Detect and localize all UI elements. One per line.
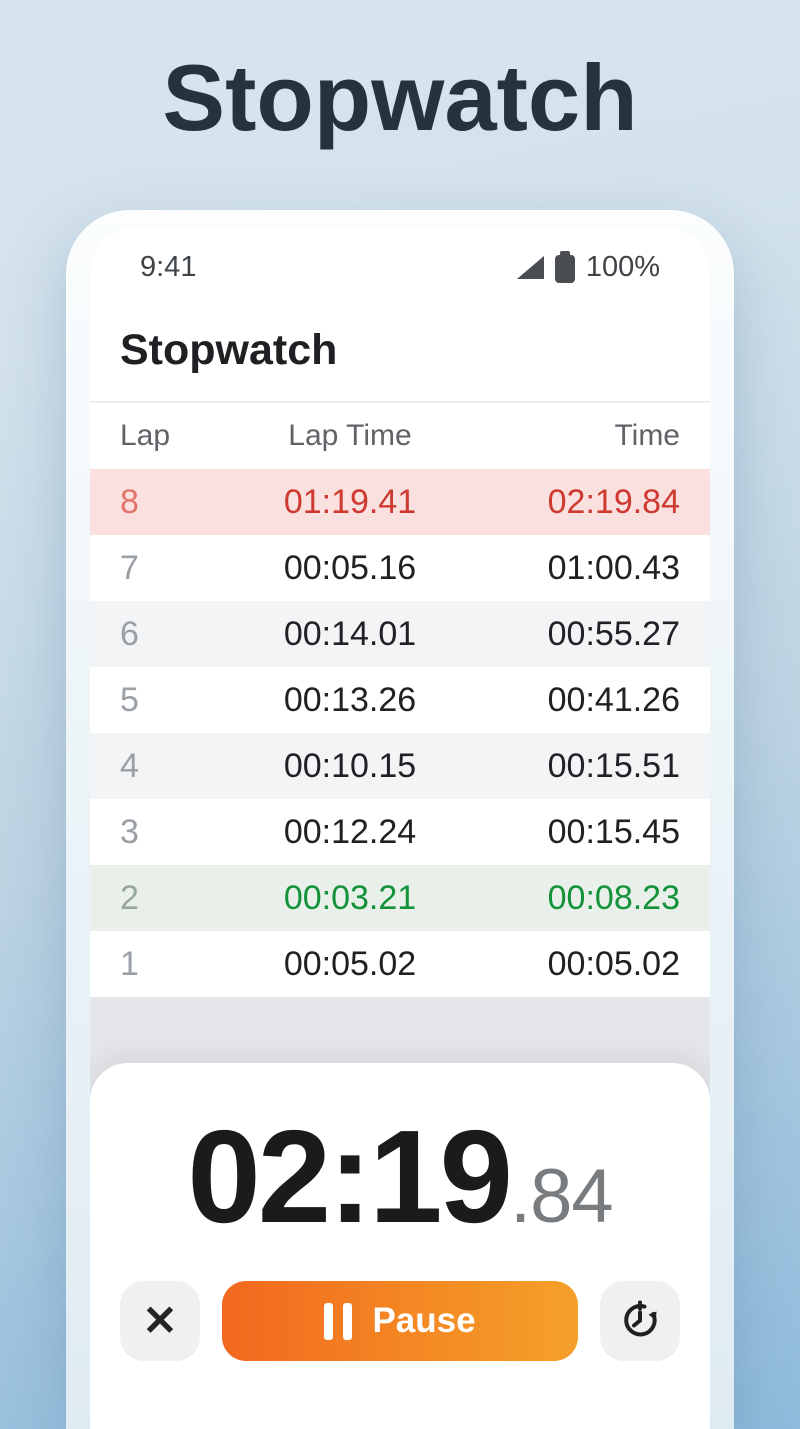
total-time: 00:15.51 (547, 746, 680, 785)
lap-number: 8 (120, 482, 139, 521)
app-header-title: Stopwatch (120, 326, 338, 374)
controls-row: ✕ Pause (90, 1281, 710, 1361)
status-bar: 9:41 100% (90, 228, 710, 292)
status-time: 9:41 (140, 250, 197, 283)
col-header-lap: Lap (120, 419, 171, 452)
total-time: 00:05.02 (547, 944, 680, 983)
lap-time: 00:05.02 (283, 944, 417, 983)
phone-screen: 9:41 100% Stopwatch (90, 228, 710, 1429)
timer-display: 02:19.84 (187, 1111, 614, 1243)
total-time: 01:00.43 (547, 548, 680, 587)
lap-row-2: 2 00:03.21 00:08.23 (90, 865, 710, 931)
col-header-time: Time (614, 419, 680, 452)
total-time: 00:08.23 (547, 878, 680, 917)
lap-row-8: 8 01:19.41 02:19.84 (90, 469, 710, 535)
app-header: Stopwatch (90, 292, 710, 403)
timer-card: 02:19.84 ✕ Pause (90, 1063, 710, 1429)
pause-label: Pause (372, 1301, 476, 1340)
close-icon: ✕ (142, 1297, 178, 1344)
lap-number: 7 (120, 548, 139, 587)
timer-fraction: .84 (509, 1154, 614, 1239)
lap-time: 00:10.15 (283, 746, 417, 785)
lap-row-3: 3 00:12.24 00:15.45 (90, 799, 710, 865)
lap-row-6: 6 00:14.01 00:55.27 (90, 601, 710, 667)
total-time: 00:41.26 (547, 680, 680, 719)
clock-restart-icon (617, 1297, 663, 1346)
lap-time: 00:05.16 (283, 548, 417, 587)
lap-time: 00:03.21 (283, 878, 417, 917)
page-title: Stopwatch (162, 45, 638, 150)
pause-icon (324, 1302, 353, 1340)
lap-time: 00:13.26 (283, 680, 417, 719)
lap-number: 3 (120, 812, 139, 851)
lap-row-7: 7 00:05.16 01:00.43 (90, 535, 710, 601)
total-time: 00:15.45 (547, 812, 680, 851)
phone-mockup: 9:41 100% Stopwatch (66, 210, 734, 1429)
battery-percent: 100% (585, 250, 660, 283)
reset-lap-button[interactable] (600, 1281, 680, 1361)
total-time: 00:55.27 (547, 614, 680, 653)
battery-icon (552, 249, 578, 285)
lap-number: 1 (120, 944, 139, 983)
timer-main: 02:19 (187, 1103, 513, 1250)
lap-time: 01:19.41 (283, 482, 417, 521)
lap-number: 4 (120, 746, 139, 785)
close-button[interactable]: ✕ (120, 1281, 200, 1361)
lap-table-header: Lap Lap Time Time (90, 403, 710, 469)
lap-row-1: 1 00:05.02 00:05.02 (90, 931, 710, 997)
lap-time: 00:12.24 (283, 812, 417, 851)
pause-button[interactable]: Pause (222, 1281, 578, 1361)
status-indicators: 100% (516, 249, 660, 285)
lap-number: 5 (120, 680, 139, 719)
lap-time: 00:14.01 (283, 614, 417, 653)
lap-row-4: 4 00:10.15 00:15.51 (90, 733, 710, 799)
signal-icon (516, 255, 544, 279)
lap-number: 2 (120, 878, 139, 917)
lap-row-5: 5 00:13.26 00:41.26 (90, 667, 710, 733)
total-time: 02:19.84 (547, 482, 680, 521)
lap-table[interactable]: Lap Lap Time Time 8 01:19.41 02:19.84 7 … (90, 403, 710, 997)
col-header-lap-time: Lap Time (288, 419, 412, 452)
lap-number: 6 (120, 614, 139, 653)
